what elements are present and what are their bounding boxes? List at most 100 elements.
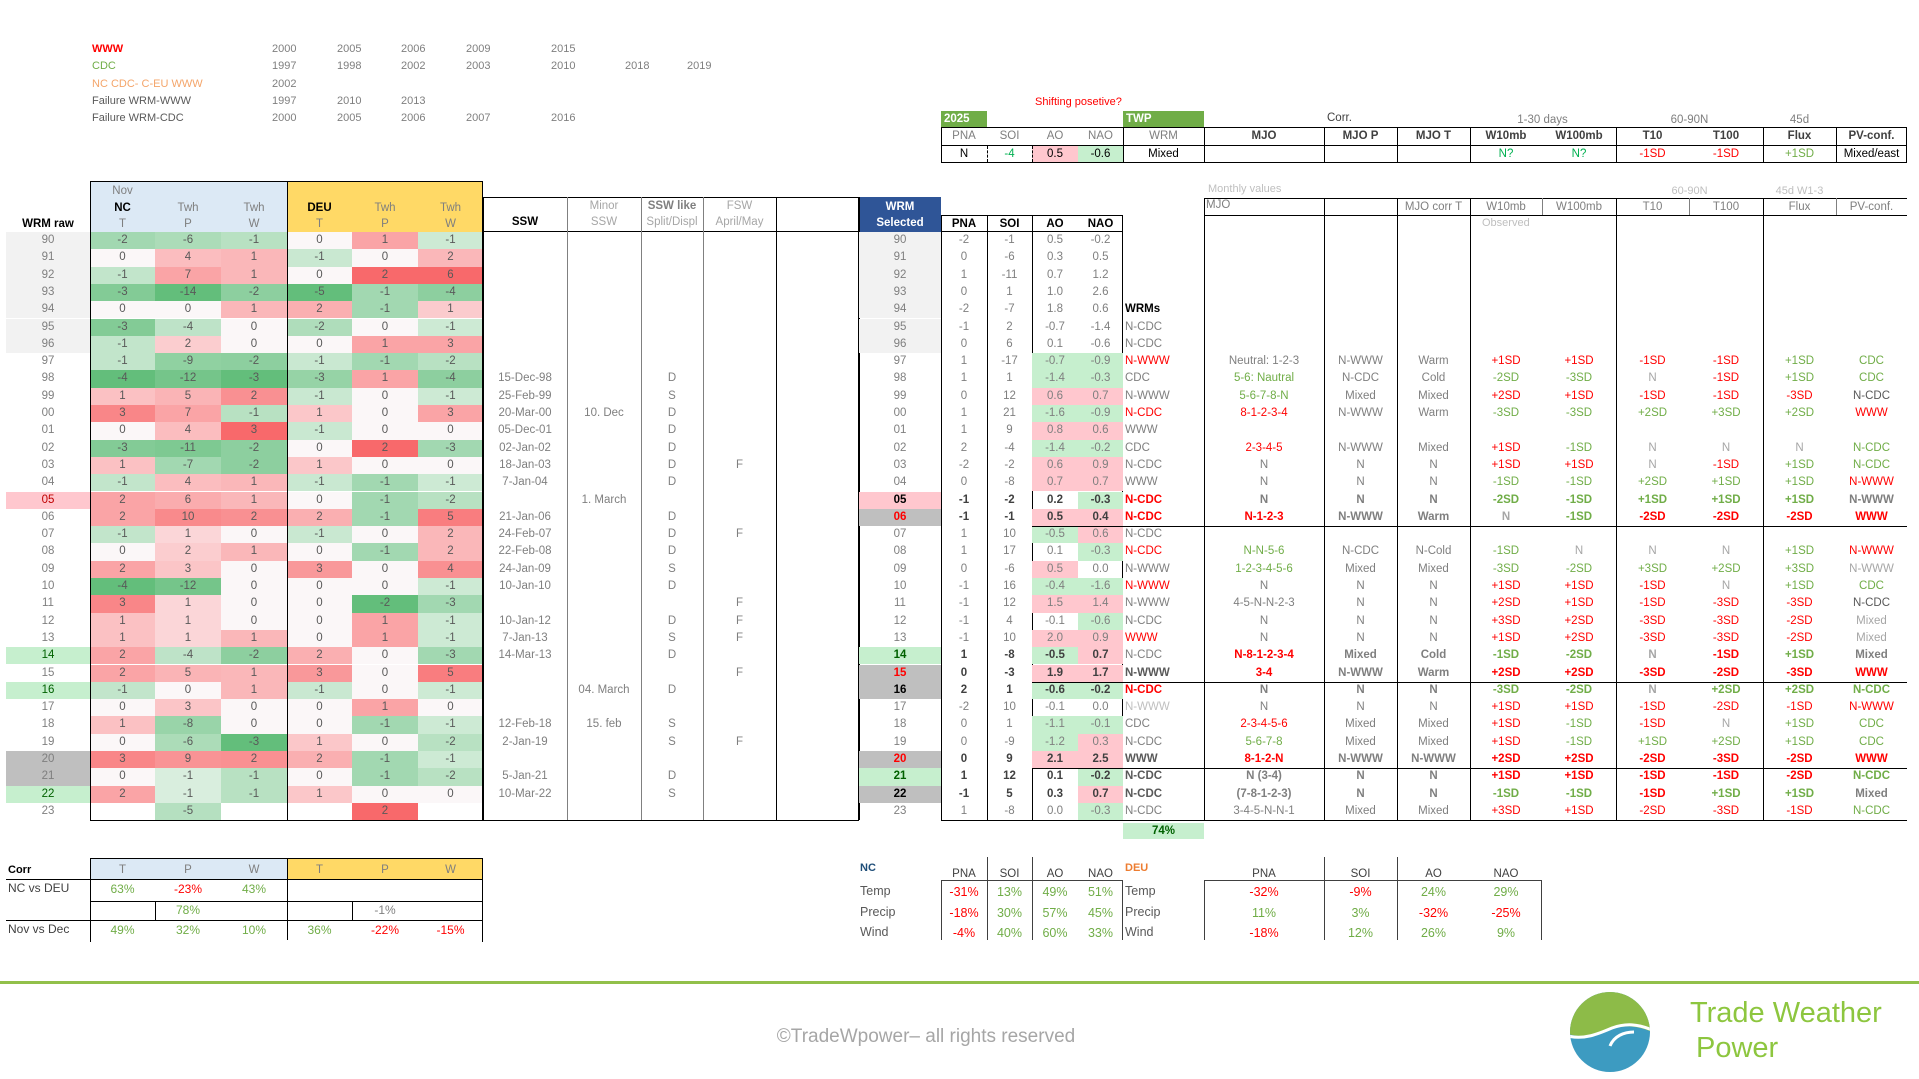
wrm-raw-year: 99 — [41, 389, 55, 402]
w100mb-value: -2SD — [1565, 649, 1593, 662]
wrm-raw-year: 90 — [6, 232, 90, 250]
nao-value: 1.7 — [1078, 664, 1123, 682]
heat-cell: 1 — [352, 335, 418, 354]
heat-cell: 0 — [90, 301, 155, 319]
grid-line — [1324, 198, 1325, 821]
corr-value: 10% — [241, 923, 267, 937]
ao-value: 0.7 — [1047, 268, 1063, 281]
wrm-selected-year: 04 — [893, 476, 907, 489]
corr-nc-header-bg — [90, 859, 287, 879]
nc-corr-value: 40% — [996, 926, 1023, 940]
mjo-phase: N — [1259, 701, 1269, 714]
nc-corr-value: 13% — [996, 885, 1023, 899]
w100mb-value: +1SD — [1564, 597, 1594, 610]
pv-conf-value: N-WWW — [1849, 476, 1894, 489]
wrm-regime: N-CDC — [1125, 407, 1163, 419]
heat-cell: 2 — [418, 249, 483, 267]
legend-year: 2010 — [551, 60, 576, 73]
heat-cell: -1 — [418, 232, 483, 250]
pna-value: -1 — [958, 631, 970, 644]
lat-label: 60-90N — [1670, 114, 1709, 126]
top-header: AO — [1046, 130, 1064, 142]
heat-cell: 4 — [155, 422, 221, 440]
soi-value: 4 — [1006, 614, 1013, 627]
ssw-cell: 12-Feb-18 — [498, 718, 552, 731]
legend-label: Failure WRM-WWW — [92, 94, 191, 107]
heat-cell: 1 — [90, 612, 155, 630]
corr-value: -22% — [370, 923, 399, 937]
wrm-selected-year: 01 — [893, 424, 907, 437]
pna-value: 1 — [960, 268, 968, 281]
mjo-p: N — [1356, 614, 1365, 627]
grid-line — [1032, 857, 1033, 940]
deu-corr-value: 3% — [1351, 905, 1370, 920]
ssw-cell: 15. feb — [586, 718, 622, 731]
ao-value: -1.4 — [1032, 370, 1078, 388]
mjo-phase — [1204, 526, 1324, 543]
heat-cell: 2 — [418, 526, 483, 544]
mjo-phase: N — [1259, 631, 1269, 644]
t10-value: -1SD — [1639, 718, 1666, 731]
heat-cell: 0 — [287, 232, 352, 250]
nao-value: -0.2 — [1090, 234, 1111, 246]
t10-value: +1SD — [1637, 493, 1668, 506]
soi-value: -2 — [1004, 493, 1015, 506]
corr-row-label: NC vs DEU — [8, 881, 70, 895]
heat-cell: 3 — [287, 560, 352, 578]
wrm-raw-year: 10 — [41, 580, 55, 592]
heat-cell: -1 — [287, 681, 352, 700]
heat-cell: 0 — [287, 629, 352, 648]
t100-value: -3SD — [1712, 804, 1740, 817]
year-badge — [941, 111, 987, 127]
soi-value: 12 — [1003, 770, 1016, 783]
w10mb-value: -2SD — [1492, 372, 1520, 385]
w10mb-value: N — [1501, 510, 1511, 523]
wrm-raw-year: 11 — [42, 597, 54, 610]
heat-cell: -2 — [221, 353, 287, 371]
mjo-p: N-CDC — [1341, 545, 1380, 558]
mjo-corr-t: Mixed — [1418, 804, 1449, 817]
mjo-p: N-WWW — [1338, 407, 1383, 419]
ao-value: 0.6 — [1032, 456, 1078, 475]
nao-value: 0.4 — [1078, 508, 1123, 527]
wrm-raw-year: 16 — [6, 681, 90, 700]
nao-value: 0.6 — [1078, 526, 1123, 544]
nc-col-head: NC — [114, 202, 131, 214]
twp-badge — [1123, 111, 1204, 127]
grid-line — [1032, 146, 1033, 162]
ssw-cell: D — [667, 407, 677, 419]
t100-value: -2SD — [1712, 666, 1740, 679]
deu-header-bg — [287, 181, 483, 232]
t100-value: +1SD — [1711, 787, 1741, 800]
ssw-cell: S — [668, 735, 676, 748]
nc-corr-header: NAO — [1088, 868, 1113, 880]
heat-cell: -4 — [418, 283, 483, 302]
pna-value: 1 — [960, 424, 968, 437]
ssw-cell: 21-Jan-06 — [499, 510, 551, 523]
heat-cell: -3 — [90, 439, 155, 457]
t10-value: -3SD — [1639, 614, 1666, 627]
wrm-raw-year: 15 — [41, 666, 55, 679]
heat-cell: 4 — [155, 474, 221, 492]
mjo-phase: (7-8-1-2-3) — [1236, 787, 1292, 800]
sub-col-head: W — [248, 218, 260, 230]
nao-value: -0.6 — [1090, 337, 1111, 350]
wrm-regime: WWW — [1125, 753, 1158, 765]
ssw-cell: 10-Jan-12 — [499, 614, 551, 627]
legend-year: 2002 — [401, 60, 426, 73]
deu-corr-value: 24% — [1420, 885, 1447, 899]
ssw-header-line1: SSW like — [647, 200, 697, 212]
mjo-p: N — [1356, 476, 1365, 489]
top-value: Mixed — [1148, 148, 1179, 160]
heat-cell: -1 — [90, 681, 155, 700]
ssw-cell: 02-Jan-02 — [499, 441, 551, 454]
ao-value: -0.7 — [1032, 353, 1078, 371]
grid-line — [6, 879, 483, 880]
grid-line — [1763, 198, 1764, 821]
t10-value: +3SD — [1637, 562, 1668, 575]
w100mb-value: -1SD — [1565, 787, 1593, 800]
w100mb-value — [1542, 526, 1616, 543]
nao-value: 0.6 — [1092, 303, 1109, 316]
mjo-corr-t: Mixed — [1418, 441, 1449, 454]
w10mb-value: +2SD — [1491, 753, 1521, 765]
